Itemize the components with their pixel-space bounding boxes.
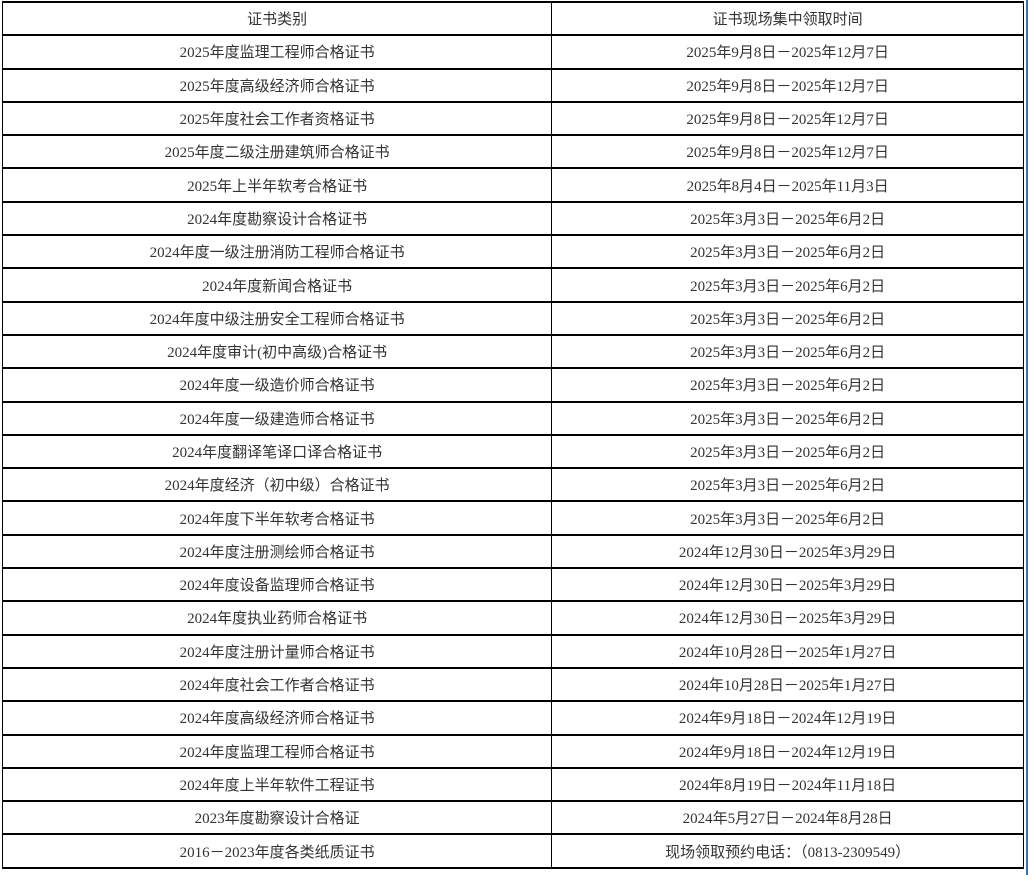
certificate-type-cell: 2023年度勘察设计合格证 bbox=[1, 800, 553, 836]
column-header-pickup-time: 证书现场集中领取时间 bbox=[551, 0, 1024, 37]
table-row: 2024年度注册测绘师合格证书 2024年12月30日－2025年3月29日 bbox=[1, 533, 1024, 570]
certificate-type-cell: 2025年度二级注册建筑师合格证书 bbox=[1, 134, 553, 170]
table-row: 2024年度下半年软考合格证书 2025年3月3日－2025年6月2日 bbox=[1, 500, 1024, 536]
pickup-time-cell: 2025年9月8日－2025年12月7日 bbox=[551, 34, 1024, 70]
table-row: 2024年度注册计量师合格证书 2024年10月28日－2025年1月27日 bbox=[1, 633, 1024, 669]
table-header-row: 证书类别 证书现场集中领取时间 bbox=[1, 0, 1024, 37]
table-row: 2024年度设备监理师合格证书 2024年12月30日－2025年3月29日 bbox=[1, 567, 1024, 603]
table-body: 2025年度监理工程师合格证书 2025年9月8日－2025年12月7日 2025年… bbox=[1, 34, 1024, 869]
table-row: 2024年度经济（初中级）合格证书 2025年3月3日－2025年6月2日 bbox=[1, 467, 1024, 503]
table-row: 2024年度一级建造师合格证书 2025年3月3日－2025年6月2日 bbox=[1, 400, 1024, 436]
pickup-time-cell: 2025年3月3日－2025年6月2日 bbox=[551, 433, 1024, 470]
pickup-time-cell: 2025年9月8日－2025年12月7日 bbox=[551, 134, 1024, 170]
certificate-type-cell: 2024年度上半年软件工程证书 bbox=[1, 766, 553, 803]
table-row: 2024年度新闻合格证书 2025年3月3日－2025年6月2日 bbox=[1, 267, 1024, 303]
pickup-time-cell: 2024年5月27日－2024年8月28日 bbox=[551, 800, 1024, 836]
table-row: 2024年度社会工作者合格证书 2024年10月28日－2025年1月27日 bbox=[1, 666, 1024, 703]
pickup-time-cell: 2024年10月28日－2025年1月27日 bbox=[551, 666, 1024, 703]
certificate-type-cell: 2024年度下半年软考合格证书 bbox=[1, 500, 553, 536]
certificate-type-cell: 2024年度注册计量师合格证书 bbox=[1, 633, 553, 669]
column-header-certificate-type: 证书类别 bbox=[1, 0, 553, 37]
certificate-type-cell: 2024年度高级经济师合格证书 bbox=[1, 700, 553, 736]
pickup-time-cell: 2025年3月3日－2025年6月2日 bbox=[551, 400, 1024, 436]
certificate-type-cell: 2024年度监理工程师合格证书 bbox=[1, 733, 553, 769]
pickup-time-cell: 2025年3月3日－2025年6月2日 bbox=[551, 234, 1024, 270]
pickup-time-cell: 2025年3月3日－2025年6月2日 bbox=[551, 267, 1024, 303]
pickup-time-cell: 2024年12月30日－2025年3月29日 bbox=[551, 567, 1024, 603]
table-row: 2025年度二级注册建筑师合格证书 2025年9月8日－2025年12月7日 bbox=[1, 134, 1024, 170]
table-row: 2025年度高级经济师合格证书 2025年9月8日－2025年12月7日 bbox=[1, 67, 1024, 103]
table-row: 2024年度一级注册消防工程师合格证书 2025年3月3日－2025年6月2日 bbox=[1, 234, 1024, 270]
certificate-type-cell: 2024年度执业药师合格证书 bbox=[1, 600, 553, 636]
table-row: 2024年度监理工程师合格证书 2024年9月18日－2024年12月19日 bbox=[1, 733, 1024, 769]
table-row: 2024年度高级经济师合格证书 2024年9月18日－2024年12月19日 bbox=[1, 700, 1024, 736]
certificate-type-cell: 2024年度社会工作者合格证书 bbox=[1, 666, 553, 703]
page-right-edge-line bbox=[1026, 0, 1028, 875]
certificate-type-cell: 2024年度一级建造师合格证书 bbox=[1, 400, 553, 436]
table-row: 2024年度执业药师合格证书 2024年12月30日－2025年3月29日 bbox=[1, 600, 1024, 636]
certificate-type-cell: 2024年度中级注册安全工程师合格证书 bbox=[1, 300, 553, 336]
pickup-time-cell: 2024年12月30日－2025年3月29日 bbox=[551, 600, 1024, 636]
certificate-type-cell: 2024年度设备监理师合格证书 bbox=[1, 567, 553, 603]
certificate-type-cell: 2024年度注册测绘师合格证书 bbox=[1, 533, 553, 570]
pickup-time-cell: 2025年3月3日－2025年6月2日 bbox=[551, 500, 1024, 536]
certificate-type-cell: 2025年度社会工作者资格证书 bbox=[1, 100, 553, 137]
pickup-time-cell: 2025年3月3日－2025年6月2日 bbox=[551, 200, 1024, 237]
table-row: 2024年度上半年软件工程证书 2024年8月19日－2024年11月18日 bbox=[1, 766, 1024, 803]
table-row: 2024年度一级造价师合格证书 2025年3月3日－2025年6月2日 bbox=[1, 367, 1024, 403]
table-row: 2025年上半年软考合格证书 2025年8月4日－2025年11月3日 bbox=[1, 167, 1024, 203]
certificate-type-cell: 2024年度经济（初中级）合格证书 bbox=[1, 467, 553, 503]
certificate-type-cell: 2024年度审计(初中高级)合格证书 bbox=[1, 333, 553, 370]
pickup-time-cell: 2024年12月30日－2025年3月29日 bbox=[551, 533, 1024, 570]
certificate-type-cell: 2025年上半年软考合格证书 bbox=[1, 167, 553, 203]
pickup-time-cell: 2025年3月3日－2025年6月2日 bbox=[551, 367, 1024, 403]
pickup-time-cell: 2024年9月18日－2024年12月19日 bbox=[551, 733, 1024, 769]
pickup-time-cell: 2025年3月3日－2025年6月2日 bbox=[551, 333, 1024, 370]
table-row: 2025年度社会工作者资格证书 2025年9月8日－2025年12月7日 bbox=[1, 100, 1024, 137]
table-row: 2023年度勘察设计合格证 2024年5月27日－2024年8月28日 bbox=[1, 800, 1024, 836]
certificate-type-cell: 2016－2023年度各类纸质证书 bbox=[1, 833, 553, 869]
certificate-type-cell: 2024年度新闻合格证书 bbox=[1, 267, 553, 303]
certificate-type-cell: 2024年度翻译笔译口译合格证书 bbox=[1, 433, 553, 470]
pickup-time-cell: 2025年8月4日－2025年11月3日 bbox=[551, 167, 1024, 203]
table-row: 2016－2023年度各类纸质证书 现场领取预约电话：（0813-2309549） bbox=[1, 833, 1024, 869]
pickup-time-cell: 现场领取预约电话：（0813-2309549） bbox=[551, 833, 1024, 869]
certificate-type-cell: 2025年度高级经济师合格证书 bbox=[1, 67, 553, 103]
pickup-time-cell: 2025年3月3日－2025年6月2日 bbox=[551, 467, 1024, 503]
table-row: 2024年度翻译笔译口译合格证书 2025年3月3日－2025年6月2日 bbox=[1, 433, 1024, 470]
table-row: 2025年度监理工程师合格证书 2025年9月8日－2025年12月7日 bbox=[1, 34, 1024, 70]
pickup-time-cell: 2024年8月19日－2024年11月18日 bbox=[551, 766, 1024, 803]
table-row: 2024年度中级注册安全工程师合格证书 2025年3月3日－2025年6月2日 bbox=[1, 300, 1024, 336]
certificate-type-cell: 2025年度监理工程师合格证书 bbox=[1, 34, 553, 70]
certificate-type-cell: 2024年度勘察设计合格证书 bbox=[1, 200, 553, 237]
table-row: 2024年度审计(初中高级)合格证书 2025年3月3日－2025年6月2日 bbox=[1, 333, 1024, 370]
pickup-time-cell: 2024年10月28日－2025年1月27日 bbox=[551, 633, 1024, 669]
certificate-type-cell: 2024年度一级造价师合格证书 bbox=[1, 367, 553, 403]
pickup-time-cell: 2025年9月8日－2025年12月7日 bbox=[551, 67, 1024, 103]
pickup-time-cell: 2025年9月8日－2025年12月7日 bbox=[551, 100, 1024, 137]
table-row: 2024年度勘察设计合格证书 2025年3月3日－2025年6月2日 bbox=[1, 200, 1024, 237]
pickup-time-cell: 2024年9月18日－2024年12月19日 bbox=[551, 700, 1024, 736]
certificate-type-cell: 2024年度一级注册消防工程师合格证书 bbox=[1, 234, 553, 270]
pickup-time-cell: 2025年3月3日－2025年6月2日 bbox=[551, 300, 1024, 336]
